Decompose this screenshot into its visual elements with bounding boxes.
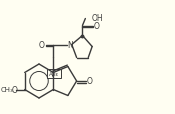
FancyBboxPatch shape	[47, 69, 61, 79]
Text: O: O	[87, 77, 93, 86]
Text: O: O	[12, 85, 18, 94]
Text: O: O	[94, 22, 99, 31]
Text: O: O	[39, 41, 45, 50]
Text: CH₃: CH₃	[0, 87, 13, 93]
Text: OH: OH	[91, 14, 103, 23]
Text: N: N	[67, 41, 73, 50]
Text: Aβε: Aβε	[49, 71, 59, 76]
